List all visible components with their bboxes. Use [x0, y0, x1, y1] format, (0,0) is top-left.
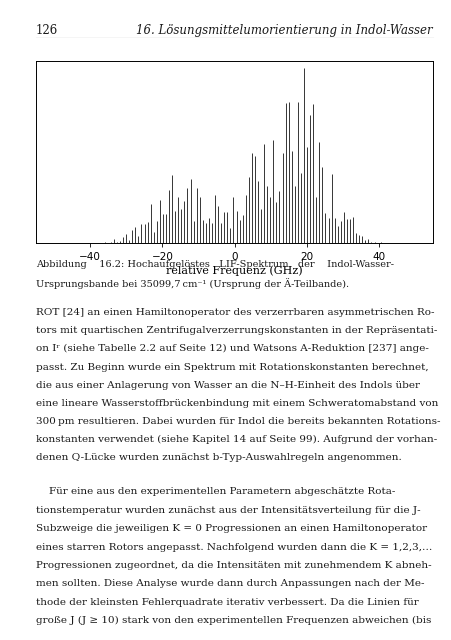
- Text: 300 pm resultieren. Dabei wurden für Indol die bereits bekannten Rotations-: 300 pm resultieren. Dabei wurden für Ind…: [36, 417, 441, 426]
- Text: Subzweige die jeweiligen K = 0 Progressionen an einen Hamiltonoperator: Subzweige die jeweiligen K = 0 Progressi…: [36, 524, 427, 533]
- X-axis label: relative Frequenz (GHz): relative Frequenz (GHz): [166, 265, 303, 276]
- Text: on Iʳ (siehe Tabelle 2.2 auf Seite 12) und Watsons A-Reduktion [237] ange-: on Iʳ (siehe Tabelle 2.2 auf Seite 12) u…: [36, 344, 429, 353]
- Text: große J (J ≥ 10) stark von den experimentellen Frequenzen abweichen (bis: große J (J ≥ 10) stark von den experimen…: [36, 616, 432, 625]
- Text: Abbildung    16.2: Hochaufgelöstes   LIF-Spektrum   der    Indol-Wasser-: Abbildung 16.2: Hochaufgelöstes LIF-Spek…: [36, 260, 394, 269]
- Text: konstanten verwendet (siehe Kapitel 14 auf Seite 99). Aufgrund der vorhan-: konstanten verwendet (siehe Kapitel 14 a…: [36, 435, 437, 444]
- Text: eines starren Rotors angepasst. Nachfolgend wurden dann die K = 1,2,3,…: eines starren Rotors angepasst. Nachfolg…: [36, 543, 433, 552]
- Text: passt. Zu Beginn wurde ein Spektrum mit Rotationskonstanten berechnet,: passt. Zu Beginn wurde ein Spektrum mit …: [36, 362, 429, 371]
- Text: tionstemperatur wurden zunächst aus der Intensitätsverteilung für die J-: tionstemperatur wurden zunächst aus der …: [36, 506, 421, 515]
- Text: thode der kleinsten Fehlerquadrate iterativ verbessert. Da die Linien für: thode der kleinsten Fehlerquadrate itera…: [36, 598, 419, 607]
- Text: ROT [24] an einen Hamiltonoperator des verzerrbaren asymmetrischen Ro-: ROT [24] an einen Hamiltonoperator des v…: [36, 308, 435, 317]
- Text: tors mit quartischen Zentrifugalverzerrungskonstanten in der Repräsentati-: tors mit quartischen Zentrifugalverzerru…: [36, 326, 437, 335]
- Text: eine lineare Wasserstoffbrückenbindung mit einem Schweratomabstand von: eine lineare Wasserstoffbrückenbindung m…: [36, 399, 438, 408]
- Text: Progressionen zugeordnet, da die Intensitäten mit zunehmendem K abneh-: Progressionen zugeordnet, da die Intensi…: [36, 561, 432, 570]
- Text: 16. Lösungsmittelumorientierung in Indol-Wasser: 16. Lösungsmittelumorientierung in Indol…: [136, 24, 433, 37]
- Text: Für eine aus den experimentellen Parametern abgeschätzte Rota-: Für eine aus den experimentellen Paramet…: [36, 487, 396, 497]
- Text: Ursprungsbande bei 35099,7 cm⁻¹ (Ursprung der Ä-Teilbande).: Ursprungsbande bei 35099,7 cm⁻¹ (Ursprun…: [36, 278, 349, 289]
- Text: die aus einer Anlagerung von Wasser an die N–H-Einheit des Indols über: die aus einer Anlagerung von Wasser an d…: [36, 381, 420, 390]
- Text: denen Q-Lücke wurden zunächst b-Typ-Auswahlregeln angenommen.: denen Q-Lücke wurden zunächst b-Typ-Ausw…: [36, 453, 402, 462]
- Text: 126: 126: [36, 24, 58, 37]
- Text: men sollten. Diese Analyse wurde dann durch Anpassungen nach der Me-: men sollten. Diese Analyse wurde dann du…: [36, 579, 424, 588]
